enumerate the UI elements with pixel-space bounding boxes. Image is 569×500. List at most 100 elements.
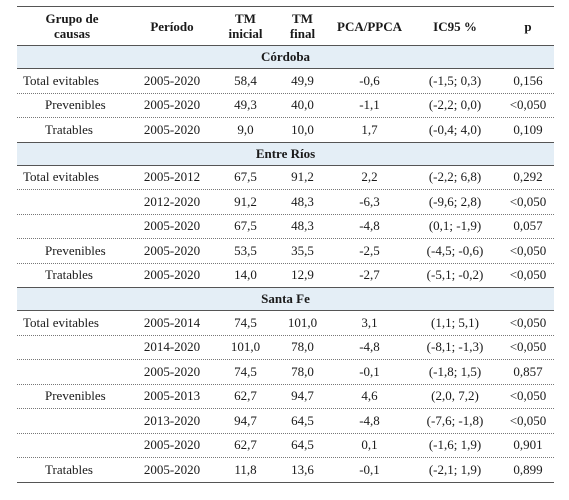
cell-tm-final: 13,6: [291, 461, 314, 477]
cell-periodo: 2005-2020: [143, 218, 201, 234]
cell-ic95: (2,0, 7,2): [431, 388, 479, 404]
cell-tm-inicial: 67,5: [234, 218, 257, 234]
cell-p: 0,901: [513, 437, 543, 453]
cell-grupo: Prevenibles: [45, 97, 106, 113]
table-row: 2005-2020 67,5 48,3 -4,8 (0,1; -1,9) 0,057: [17, 215, 554, 239]
cell-p: <0,050: [509, 267, 547, 283]
cell-tm-inicial: 62,7: [234, 437, 257, 453]
cell-ic95: (-2,2; 6,8): [428, 169, 482, 185]
cell-tm-final: 64,5: [291, 437, 314, 453]
cell-tm-final: 64,5: [291, 412, 314, 428]
cell-tm-inicial: 91,2: [234, 193, 257, 209]
cell-ic95: (1,1; 5,1): [430, 314, 480, 330]
cell-pca: 4,6: [361, 388, 378, 404]
header-periodo: Período: [150, 18, 194, 34]
header-grupo: Grupo de causas: [17, 11, 127, 41]
header-tm-inicial: TM inicial: [217, 11, 274, 41]
cell-tm-final: 94,7: [291, 388, 314, 404]
table-row: Tratables 2005-2020 11,8 13,6 -0,1 (-2,1; 1,9…: [17, 458, 554, 483]
cell-tm-final: 78,0: [291, 363, 314, 379]
header-tm-final: TM final: [274, 11, 331, 41]
cell-tm-final: 12,9: [291, 267, 314, 283]
section-header: Entre Ríos: [17, 142, 554, 166]
cell-ic95: (-2,1; 1,9): [428, 461, 482, 477]
cell-tm-final: 40,0: [291, 97, 314, 113]
header-grupo-line1: Grupo de: [45, 11, 99, 26]
cell-pca: 1,7: [361, 121, 378, 137]
cell-ic95: (-1,5; 0,3): [428, 72, 482, 88]
table-row: Total evitables 2005-2014 74,5 101,0 3,1 (1,1…: [17, 311, 554, 336]
table-row: Prevenibles 2005-2020 53,5 35,5 -2,5 (-4,5; -…: [17, 239, 554, 264]
cell-periodo: 2005-2020: [143, 121, 201, 137]
cell-ic95: (0,1; -1,9): [428, 218, 482, 234]
cell-ic95: (-2,2; 0,0): [428, 97, 482, 113]
cell-periodo: 2013-2020: [143, 412, 201, 428]
mortality-table: Grupo de causas Período TM inicial TM fi…: [17, 6, 554, 483]
header-p: p: [524, 18, 532, 34]
cell-ic95: (-0,4; 4,0): [428, 121, 482, 137]
header-tm-final-line2: final: [289, 26, 316, 41]
cell-p: 0,899: [513, 461, 543, 477]
header-grupo-line2: causas: [53, 26, 91, 41]
table-row: Total evitables 2005-2012 67,5 91,2 2,2 (-2,2…: [17, 166, 554, 190]
cell-grupo: Total evitables: [23, 72, 99, 88]
header-tm-final-line1: TM: [292, 11, 313, 26]
cell-tm-inicial: 67,5: [234, 169, 257, 185]
cell-tm-final: 101,0: [287, 314, 318, 330]
cell-pca: -0,1: [359, 363, 380, 379]
cell-grupo: Prevenibles: [45, 388, 106, 404]
cell-tm-inicial: 62,7: [234, 388, 257, 404]
header-tm-inicial-line2: inicial: [228, 26, 263, 41]
cell-grupo: Tratables: [45, 461, 93, 477]
table-row: 2005-2020 62,7 64,5 0,1 (-1,6; 1,9) 0,901: [17, 434, 554, 458]
cell-tm-final: 48,3: [291, 193, 314, 209]
cell-tm-inicial: 49,3: [234, 97, 257, 113]
cell-periodo: 2005-2014: [143, 314, 201, 330]
cell-pca: 2,2: [361, 169, 378, 185]
table-row: Prevenibles 2005-2020 49,3 40,0 -1,1 (-2,2; 0…: [17, 94, 554, 118]
cell-periodo: 2005-2020: [143, 267, 201, 283]
cell-p: <0,050: [509, 339, 547, 355]
cell-pca: -4,8: [359, 339, 380, 355]
header-pca: PCA/PPCA: [337, 18, 402, 34]
cell-ic95: (-1,6; 1,9): [428, 437, 482, 453]
cell-ic95: (-7,6; -1,8): [426, 412, 484, 428]
cell-p: <0,050: [509, 412, 547, 428]
header-tm-inicial-line1: TM: [235, 11, 256, 26]
cell-p: <0,050: [509, 388, 547, 404]
cell-pca: -6,3: [359, 193, 380, 209]
section-header: Córdoba: [17, 46, 554, 69]
table-row: 2005-2020 74,5 78,0 -0,1 (-1,8; 1,5) 0,857: [17, 360, 554, 385]
cell-pca: -2,7: [359, 267, 380, 283]
table-body: Córdoba Total evitables 2005-2020 58,4 49,9 -…: [17, 46, 554, 483]
cell-grupo: Prevenibles: [45, 242, 106, 258]
table-row: 2014-2020 101,0 78,0 -4,8 (-8,1; -1,3) <0,050: [17, 336, 554, 360]
cell-periodo: 2005-2020: [143, 437, 201, 453]
cell-pca: 3,1: [361, 314, 378, 330]
cell-periodo: 2005-2020: [143, 461, 201, 477]
cell-pca: -0,1: [359, 461, 380, 477]
cell-periodo: 2005-2020: [143, 242, 201, 258]
cell-tm-inicial: 11,8: [234, 461, 257, 477]
cell-periodo: 2005-2020: [143, 97, 201, 113]
cell-ic95: (-9,6; 2,8): [428, 193, 482, 209]
cell-periodo: 2005-2012: [143, 169, 201, 185]
table-row: Tratables 2005-2020 9,0 10,0 1,7 (-0,4; 4,0) 0…: [17, 118, 554, 143]
cell-tm-inicial: 58,4: [234, 72, 257, 88]
cell-grupo: Total evitables: [23, 314, 99, 330]
cell-periodo: 2005-2020: [143, 363, 201, 379]
cell-p: <0,050: [509, 242, 547, 258]
cell-tm-final: 48,3: [291, 218, 314, 234]
table-row: Total evitables 2005-2020 58,4 49,9 -0,6 (-1,…: [17, 69, 554, 94]
cell-ic95: (-4,5; -0,6): [426, 242, 484, 258]
table-row: 2012-2020 91,2 48,3 -6,3 (-9,6; 2,8) <0,050: [17, 190, 554, 215]
cell-ic95: (-1,8; 1,5): [428, 363, 482, 379]
cell-tm-final: 49,9: [291, 72, 314, 88]
header-ic95: IC95 %: [433, 18, 477, 34]
table-row: Tratables 2005-2020 14,0 12,9 -2,7 (-5,1; -0,…: [17, 264, 554, 288]
cell-ic95: (-5,1; -0,2): [426, 267, 484, 283]
cell-p: 0,857: [513, 363, 543, 379]
cell-p: <0,050: [509, 97, 547, 113]
cell-tm-final: 10,0: [291, 121, 314, 137]
cell-p: <0,050: [509, 314, 547, 330]
